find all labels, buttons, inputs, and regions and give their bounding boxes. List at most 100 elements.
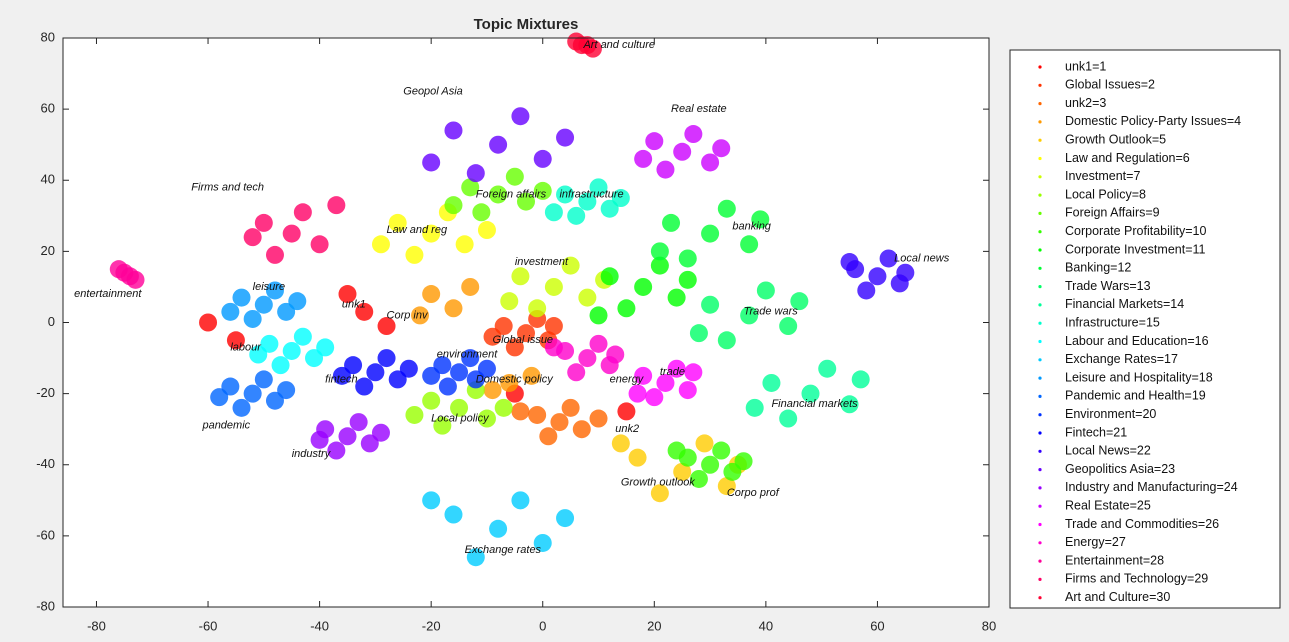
legend-label: Banking=12 xyxy=(1065,261,1131,275)
cluster-annotation: labour xyxy=(230,341,262,353)
cluster-annotation: unk2 xyxy=(615,423,639,435)
scatter-point xyxy=(896,263,915,282)
scatter-point xyxy=(561,398,580,417)
scatter-point xyxy=(450,363,469,382)
scatter-point xyxy=(265,391,284,410)
legend-label: Geopolitics Asia=23 xyxy=(1065,462,1175,476)
y-tick-label: -80 xyxy=(36,598,55,613)
scatter-point xyxy=(422,285,441,304)
scatter-point xyxy=(550,413,569,432)
scatter-point xyxy=(433,356,452,375)
scatter-point xyxy=(355,302,374,321)
legend-marker xyxy=(1038,486,1042,490)
y-tick-label: 40 xyxy=(41,172,55,187)
legend-label: Firms and Technology=29 xyxy=(1065,572,1208,586)
cluster-annotation: Local policy xyxy=(431,412,490,424)
scatter-point xyxy=(756,281,775,300)
x-tick-label: 80 xyxy=(982,618,996,633)
legend-label: Corporate Profitability=10 xyxy=(1065,224,1206,238)
cluster-annotation: Corpo prof xyxy=(727,487,780,499)
cluster-annotation: Global issue xyxy=(493,334,554,346)
axes-background xyxy=(63,38,989,607)
cluster-annotation: fintech xyxy=(325,373,357,385)
scatter-point xyxy=(243,309,262,328)
y-tick-label: -40 xyxy=(36,456,55,471)
scatter-point xyxy=(723,462,742,481)
scatter-point xyxy=(288,292,307,311)
cluster-annotation: Real estate xyxy=(671,103,727,115)
scatter-point xyxy=(327,196,346,215)
scatter-point xyxy=(801,384,820,403)
scatter-point xyxy=(438,377,457,396)
scatter-point xyxy=(355,377,374,396)
scatter-point xyxy=(712,441,731,460)
scatter-point xyxy=(656,373,675,392)
scatter-point xyxy=(500,373,519,392)
scatter-point xyxy=(494,317,513,336)
scatter-point xyxy=(126,270,145,289)
legend-marker xyxy=(1038,577,1042,582)
legend-label: Fintech=21 xyxy=(1065,425,1127,439)
scatter-point xyxy=(617,299,636,318)
scatter-point xyxy=(371,235,390,254)
scatter-point xyxy=(628,448,647,467)
scatter-point xyxy=(444,299,463,318)
scatter-point xyxy=(667,441,686,460)
scatter-point xyxy=(505,167,524,186)
scatter-point xyxy=(477,221,496,240)
scatter-point xyxy=(662,213,681,232)
legend-marker xyxy=(1038,394,1042,398)
legend-marker xyxy=(1038,303,1042,307)
scatter-point xyxy=(583,39,602,58)
legend-marker xyxy=(1038,449,1042,453)
y-tick-label: -60 xyxy=(36,527,55,542)
scatter-point xyxy=(717,331,736,350)
scatter-point xyxy=(634,277,653,296)
scatter-point xyxy=(589,334,608,353)
scatter-point xyxy=(371,423,390,442)
scatter-point xyxy=(533,149,552,168)
cluster-annotation: industry xyxy=(292,448,332,460)
cluster-annotation: Financial markets xyxy=(771,398,858,410)
legend-label: Energy=27 xyxy=(1065,535,1126,549)
scatter-point xyxy=(645,388,664,407)
cluster-annotation: unk1 xyxy=(342,299,366,311)
plot-area xyxy=(109,32,915,567)
legend-label: Entertainment=28 xyxy=(1065,553,1164,567)
scatter-point xyxy=(461,349,480,368)
scatter-point xyxy=(561,256,580,275)
scatter-point xyxy=(444,505,463,524)
scatter-point xyxy=(461,178,480,197)
scatter-point xyxy=(377,349,396,368)
legend-label: Art and Culture=30 xyxy=(1065,590,1170,604)
scatter-point xyxy=(745,398,764,417)
scatter-point xyxy=(282,341,301,360)
scatter-point xyxy=(316,338,335,357)
scatter-point xyxy=(611,189,630,208)
scatter-point xyxy=(226,331,245,350)
scatter-point xyxy=(695,434,714,453)
scatter-point xyxy=(310,430,329,449)
legend-label: Trade Wars=13 xyxy=(1065,279,1151,293)
legend-marker xyxy=(1038,321,1042,325)
cluster-annotation: Foreign affairs xyxy=(476,188,547,200)
scatter-point xyxy=(455,235,474,254)
scatter-point xyxy=(717,199,736,218)
scatter-point xyxy=(489,519,508,538)
scatter-point xyxy=(466,164,485,183)
scatter-point xyxy=(422,391,441,410)
legend-marker xyxy=(1038,541,1042,545)
scatter-point xyxy=(399,359,418,378)
scatter-point xyxy=(544,277,563,296)
scatter-point xyxy=(377,317,396,336)
cluster-annotation: Art and culture xyxy=(582,39,655,51)
scatter-point xyxy=(388,213,407,232)
scatter-point xyxy=(539,427,558,446)
scatter-point xyxy=(511,107,530,126)
scatter-point xyxy=(779,409,798,428)
scatter-point xyxy=(271,356,290,375)
scatter-point xyxy=(656,160,675,179)
scatter-point xyxy=(589,409,608,428)
scatter-point xyxy=(868,267,887,286)
